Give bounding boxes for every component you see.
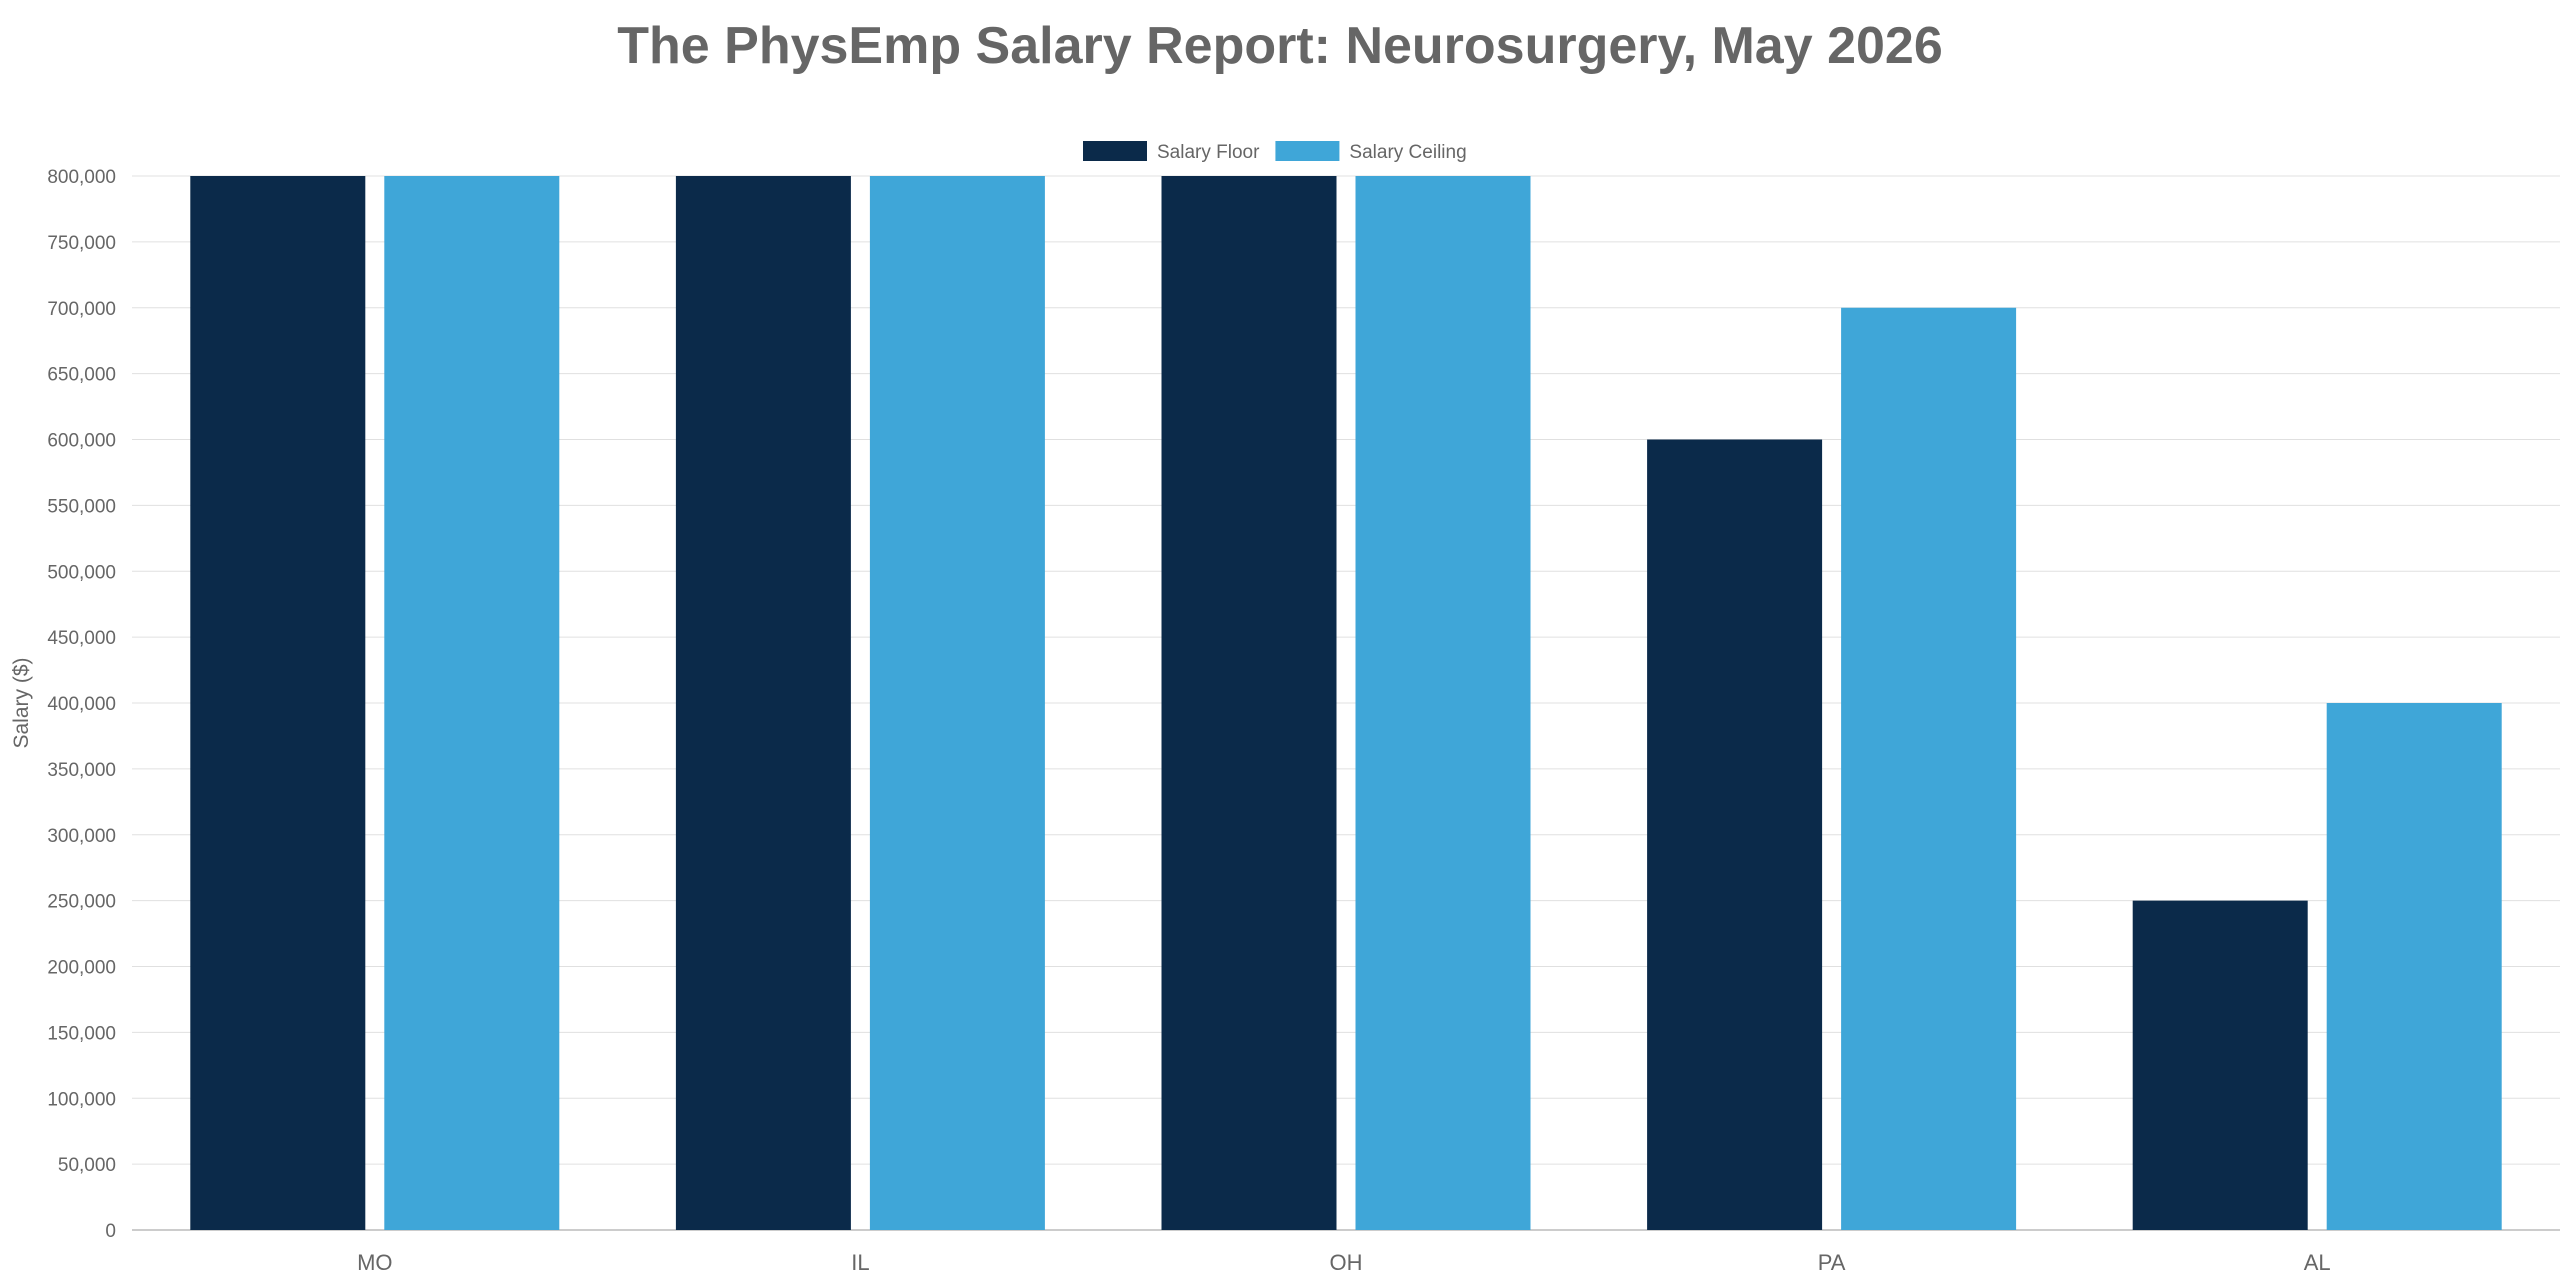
bar-pa-salary-floor[interactable]	[1647, 439, 1823, 1231]
y-tick-label: 750,000	[47, 233, 116, 254]
y-tick-label: 550,000	[47, 496, 116, 517]
bar-il-salary-floor[interactable]	[675, 176, 851, 1230]
y-tick-label: 400,000	[47, 694, 116, 715]
legend-item[interactable]: Salary Floor	[1083, 141, 1260, 163]
bar-al-salary-ceiling[interactable]	[2326, 703, 2502, 1230]
x-tick-label: MO	[357, 1250, 392, 1275]
y-tick-label: 200,000	[47, 958, 116, 979]
y-tick-label: 450,000	[47, 628, 116, 649]
bar-oh-salary-floor[interactable]	[1161, 176, 1337, 1230]
legend-swatch	[1083, 141, 1147, 161]
y-tick-label: 150,000	[47, 1023, 116, 1044]
y-tick-label: 50,000	[58, 1155, 116, 1176]
x-tick-label: AL	[2304, 1250, 2331, 1275]
bar-mo-salary-floor[interactable]	[190, 176, 366, 1230]
bar-mo-salary-ceiling[interactable]	[384, 176, 560, 1230]
y-tick-label: 600,000	[47, 431, 116, 452]
y-tick-label: 500,000	[47, 562, 116, 583]
bar-al-salary-floor[interactable]	[2132, 900, 2308, 1230]
bar-il-salary-ceiling[interactable]	[869, 176, 1045, 1230]
legend: Salary Floor Salary Ceiling	[1083, 141, 1467, 163]
legend-swatch	[1275, 141, 1340, 161]
x-tick-label: IL	[851, 1250, 869, 1275]
bar-pa-salary-ceiling[interactable]	[1841, 307, 2017, 1230]
x-tick-label: PA	[1818, 1250, 1846, 1275]
y-axis-ticks: 0 50,000 100,000 150,000 200,000 250,000 300,0…	[47, 167, 116, 1242]
y-axis-label: Salary ($)	[10, 657, 33, 748]
x-axis-ticks: MO IL OH PA AL	[357, 1250, 2331, 1275]
y-tick-label: 0	[105, 1221, 116, 1242]
bars	[190, 176, 2502, 1231]
y-tick-label: 100,000	[47, 1089, 116, 1110]
bar-oh-salary-ceiling[interactable]	[1355, 176, 1531, 1230]
x-tick-label: OH	[1330, 1250, 1363, 1275]
y-tick-label: 650,000	[47, 365, 116, 386]
y-tick-label: 300,000	[47, 826, 116, 847]
chart-title: The PhysEmp Salary Report: Neurosurgery,…	[617, 17, 1943, 75]
legend-item[interactable]: Salary Ceiling	[1275, 141, 1467, 163]
y-tick-label: 250,000	[47, 892, 116, 913]
legend-label: Salary Floor	[1157, 142, 1260, 163]
y-tick-label: 350,000	[47, 760, 116, 781]
y-tick-label: 800,000	[47, 167, 116, 188]
y-tick-label: 700,000	[47, 299, 116, 320]
legend-label: Salary Ceiling	[1349, 142, 1466, 163]
